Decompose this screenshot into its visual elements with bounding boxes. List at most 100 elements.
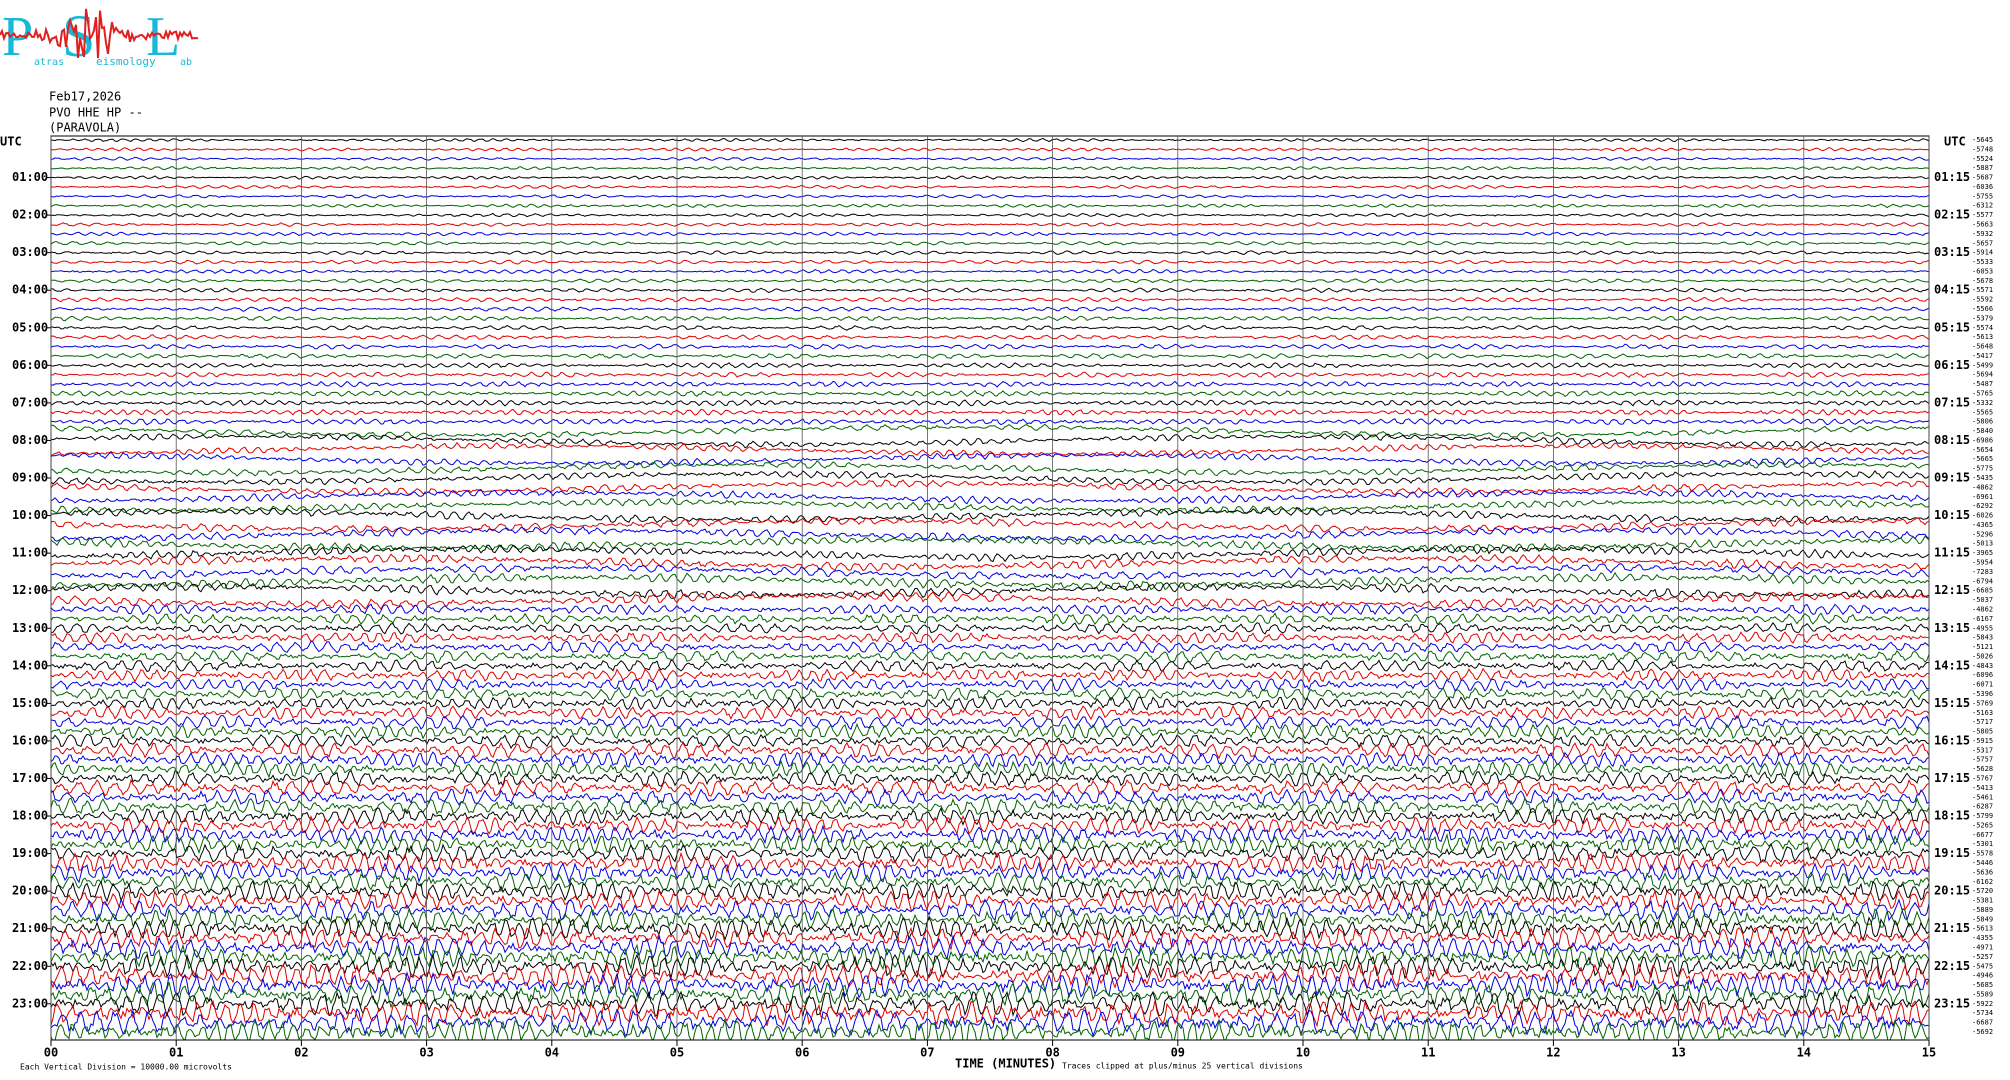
offset-label: -5663: [1972, 221, 1993, 229]
trace: [51, 203, 1929, 209]
offset-label: -6677: [1972, 831, 1993, 839]
offset-label: -5887: [1972, 164, 1993, 172]
offset-label: -5849: [1972, 915, 1993, 923]
hour-label: 12:15: [1934, 583, 1970, 597]
offset-label: -5571: [1972, 286, 1993, 294]
offset-label: -5487: [1972, 380, 1993, 388]
trace: [51, 612, 1929, 625]
offset-label: -5694: [1972, 371, 1993, 379]
x-tick-label: 08: [1045, 1046, 1059, 1060]
trace: [51, 268, 1929, 275]
trace: [51, 970, 1929, 999]
hour-label: 16:00: [12, 733, 48, 747]
offset-label: -5461: [1972, 793, 1993, 801]
offset-label: -4946: [1972, 972, 1993, 980]
offset-label: -5748: [1972, 145, 1993, 153]
trace: [51, 667, 1929, 684]
trace: [51, 686, 1929, 702]
trace: [51, 916, 1929, 942]
offset-label: -5805: [1972, 728, 1993, 736]
trace: [51, 769, 1929, 788]
offset-label: -5381: [1972, 897, 1993, 905]
trace: [51, 659, 1929, 673]
hour-label: 22:15: [1934, 959, 1970, 973]
offset-label: -5840: [1972, 427, 1993, 435]
logo: P S L atras eismology ab: [0, 3, 199, 69]
offset-label: -6096: [1972, 671, 1993, 679]
trace: [51, 704, 1929, 721]
offset-label: -5654: [1972, 446, 1993, 454]
x-tick-label: 09: [1171, 1046, 1185, 1060]
x-tick-label: 12: [1546, 1046, 1560, 1060]
offset-label: -5121: [1972, 643, 1993, 651]
offset-label: -5648: [1972, 343, 1993, 351]
trace: [51, 695, 1929, 712]
hour-label: 02:15: [1934, 208, 1970, 222]
offset-label: -5435: [1972, 474, 1993, 482]
offset-label: -5317: [1972, 746, 1993, 754]
trace: [51, 640, 1929, 654]
offset-label: -5720: [1972, 887, 1993, 895]
hour-label: 04:15: [1934, 283, 1970, 297]
trace: [51, 759, 1929, 779]
hour-label: 16:15: [1934, 733, 1970, 747]
hour-label: 13:00: [12, 621, 48, 635]
offset-label: -4955: [1972, 624, 1993, 632]
utc-left: UTC: [0, 135, 22, 149]
trace: [51, 591, 1929, 610]
trace: [51, 751, 1929, 769]
offset-label: -5026: [1972, 652, 1993, 660]
offset-label: -5301: [1972, 840, 1993, 848]
hour-label: 23:00: [12, 996, 48, 1010]
location: (PARAVOLA): [49, 121, 121, 135]
hour-label: 01:00: [12, 170, 48, 184]
trace: [51, 1007, 1929, 1038]
offset-label: -5636: [1972, 868, 1993, 876]
offset-label: -4355: [1972, 934, 1993, 942]
trace: [51, 259, 1929, 265]
x-tick-label: 03: [419, 1046, 433, 1060]
offset-label: -5628: [1972, 765, 1993, 773]
hour-label: 02:00: [12, 208, 48, 222]
trace: [51, 544, 1929, 563]
hour-label: 22:00: [12, 959, 48, 973]
offset-label: -5687: [1972, 174, 1993, 182]
offset-label: -4862: [1972, 483, 1993, 491]
hour-label: 08:15: [1934, 433, 1970, 447]
offset-label: -5566: [1972, 305, 1993, 313]
hour-label: 06:00: [12, 358, 48, 372]
trace: [51, 240, 1929, 246]
trace: [51, 470, 1929, 486]
offset-label: -5806: [1972, 418, 1993, 426]
x-tick-label: 06: [795, 1046, 809, 1060]
hour-label: 23:15: [1934, 996, 1970, 1010]
x-tick-label: 15: [1922, 1046, 1936, 1060]
offset-label: -5765: [1972, 390, 1993, 398]
trace: [51, 306, 1929, 312]
offset-label: -4843: [1972, 662, 1993, 670]
hour-label: 20:15: [1934, 884, 1970, 898]
hour-label: 15:15: [1934, 696, 1970, 710]
axis-title: TIME (MINUTES): [955, 1057, 1056, 1071]
offset-label: -6053: [1972, 267, 1993, 275]
trace: [51, 603, 1929, 616]
offset-label: -5475: [1972, 962, 1993, 970]
logo-word: ab: [180, 57, 192, 68]
trace: [51, 953, 1929, 981]
trace: [51, 479, 1929, 496]
offset-label: -5589: [1972, 990, 1993, 998]
hour-label: 18:00: [12, 809, 48, 823]
offset-label: -5915: [1972, 737, 1993, 745]
trace: [51, 677, 1929, 693]
trace: [51, 399, 1929, 407]
offset-label: -5692: [1972, 1028, 1993, 1036]
offset-label: -5296: [1972, 530, 1993, 538]
hour-label: 03:15: [1934, 245, 1970, 259]
trace: [51, 832, 1929, 855]
offset-label: -7283: [1972, 568, 1993, 576]
offset-label: -6685: [1972, 587, 1993, 595]
offset-label: -5678: [1972, 277, 1993, 285]
trace: [51, 231, 1929, 237]
trace: [51, 334, 1929, 341]
